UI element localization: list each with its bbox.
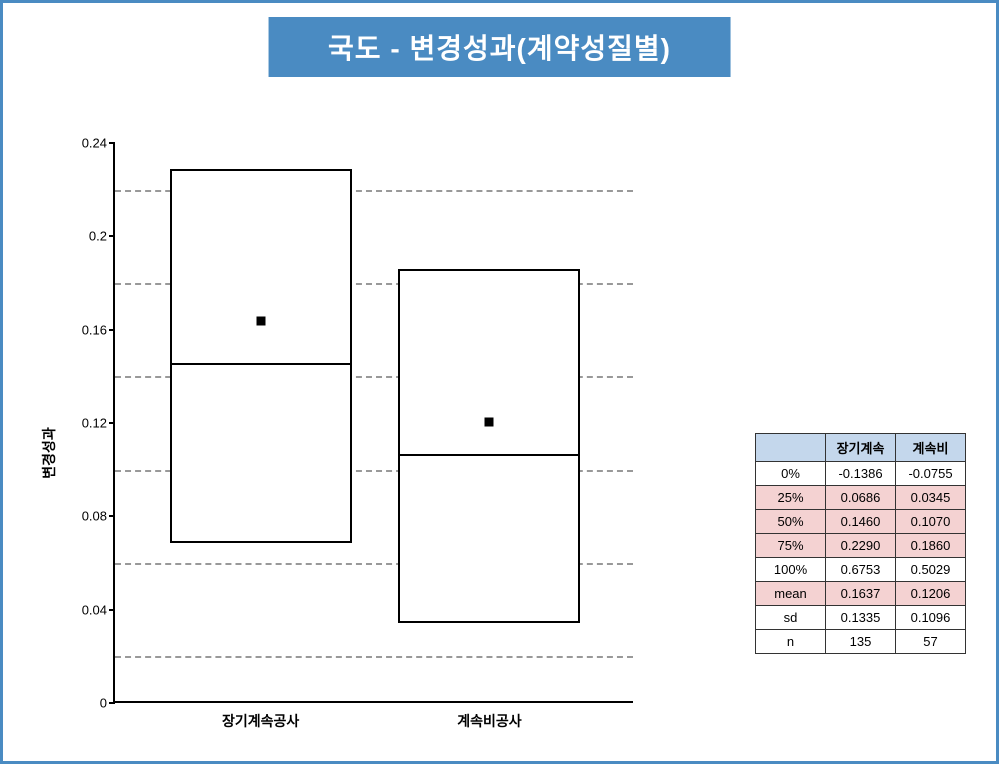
page-title: 국도 - 변경성과(계약성질별): [268, 17, 731, 77]
y-tick-label: 0.16: [82, 322, 107, 337]
table-row: 100%0.67530.5029: [756, 558, 966, 582]
y-tick-label: 0.04: [82, 602, 107, 617]
boxplot-median: [172, 363, 350, 365]
table-header-cell: 계속비: [896, 434, 966, 462]
table-row: 50%0.14600.1070: [756, 510, 966, 534]
content-area: 변경성과 00.040.080.120.160.20.24장기계속공사계속비공사…: [3, 93, 996, 761]
table-cell-label: 25%: [756, 486, 826, 510]
y-tick-mark: [109, 235, 115, 237]
boxplot-mean-marker: [256, 317, 265, 326]
y-tick-mark: [109, 142, 115, 144]
table-cell-value: 0.1460: [826, 510, 896, 534]
table-cell-value: 0.5029: [896, 558, 966, 582]
y-tick-label: 0: [100, 696, 107, 711]
y-tick-mark: [109, 609, 115, 611]
table-cell-value: 0.1206: [896, 582, 966, 606]
table-row: sd0.13350.1096: [756, 606, 966, 630]
table-cell-label: 0%: [756, 462, 826, 486]
table-header-cell: [756, 434, 826, 462]
table-cell-value: -0.0755: [896, 462, 966, 486]
gridline: [115, 656, 633, 658]
table-row: mean0.16370.1206: [756, 582, 966, 606]
table-cell-value: 0.1070: [896, 510, 966, 534]
report-panel: 국도 - 변경성과(계약성질별) 변경성과 00.040.080.120.160…: [0, 0, 999, 764]
table-cell-value: 0.0686: [826, 486, 896, 510]
x-category-label: 계속비공사: [457, 711, 521, 731]
table-cell-label: 50%: [756, 510, 826, 534]
table-row: 0%-0.1386-0.0755: [756, 462, 966, 486]
table-cell-value: 0.1860: [896, 534, 966, 558]
x-category-label: 장기계속공사: [222, 711, 299, 731]
table-cell-value: 0.1637: [826, 582, 896, 606]
table-cell-label: 75%: [756, 534, 826, 558]
table-row: 25%0.06860.0345: [756, 486, 966, 510]
y-tick-mark: [109, 329, 115, 331]
y-tick-label: 0.12: [82, 416, 107, 431]
y-tick-label: 0.2: [89, 229, 107, 244]
table-cell-label: n: [756, 630, 826, 654]
y-tick-label: 0.08: [82, 509, 107, 524]
boxplot-mean-marker: [485, 417, 494, 426]
table-cell-value: 0.0345: [896, 486, 966, 510]
boxplot-box: [398, 269, 580, 623]
table-cell-value: 0.1096: [896, 606, 966, 630]
y-tick-mark: [109, 702, 115, 704]
table-cell-value: 0.2290: [826, 534, 896, 558]
y-tick-label: 0.24: [82, 136, 107, 151]
table-cell-value: 0.1335: [826, 606, 896, 630]
table-cell-value: 57: [896, 630, 966, 654]
table-header-cell: 장기계속: [826, 434, 896, 462]
y-tick-mark: [109, 515, 115, 517]
boxplot-box: [170, 169, 352, 543]
y-axis-label: 변경성과: [39, 427, 59, 479]
table-row: 75%0.22900.1860: [756, 534, 966, 558]
table-cell-label: sd: [756, 606, 826, 630]
plot-region: 00.040.080.120.160.20.24장기계속공사계속비공사: [113, 143, 633, 703]
table-header-row: 장기계속계속비: [756, 434, 966, 462]
table-cell-label: mean: [756, 582, 826, 606]
table-cell-value: 135: [826, 630, 896, 654]
boxplot-median: [400, 454, 578, 456]
boxplot-chart: 변경성과 00.040.080.120.160.20.24장기계속공사계속비공사: [33, 143, 633, 763]
statistics-table: 장기계속계속비0%-0.1386-0.075525%0.06860.034550…: [755, 433, 966, 654]
y-tick-mark: [109, 422, 115, 424]
table-cell-label: 100%: [756, 558, 826, 582]
table-row: n13557: [756, 630, 966, 654]
table-cell-value: -0.1386: [826, 462, 896, 486]
table-cell-value: 0.6753: [826, 558, 896, 582]
